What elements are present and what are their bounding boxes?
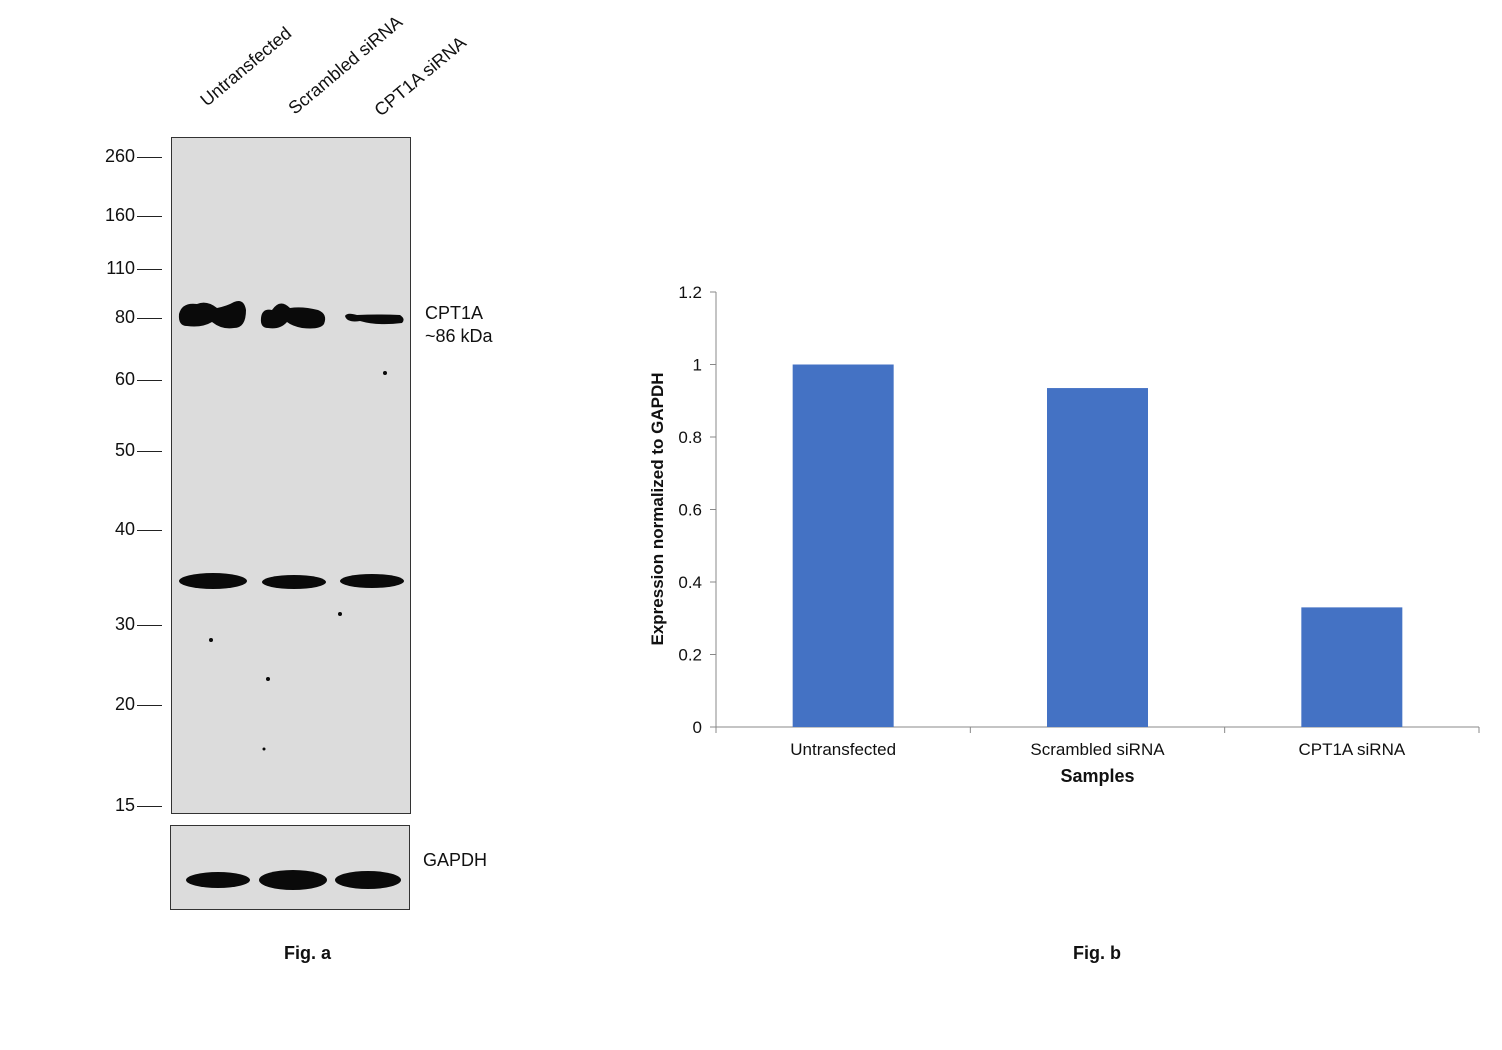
band-cpt1a-lane2	[260, 303, 326, 329]
band-gapdh-lane1	[186, 872, 250, 888]
band-gapdh-lane2	[259, 870, 327, 890]
bar-cpt1a-sirna	[1301, 607, 1403, 727]
gapdh-bands	[186, 870, 401, 890]
target-size-label: ~86 kDa	[425, 326, 493, 346]
x-tick-label: CPT1A siRNA	[1298, 740, 1405, 759]
y-tick-label: 0.8	[678, 428, 702, 447]
y-tick-label: 1	[693, 356, 702, 375]
marker-tick	[137, 705, 162, 706]
loading-control-label: GAPDH	[423, 850, 488, 870]
band-35kda-lane1	[179, 573, 247, 589]
band-gapdh-lane3	[335, 871, 401, 889]
gapdh-blot	[170, 825, 410, 910]
x-axis-label: Samples	[1060, 766, 1135, 786]
marker-tick	[137, 318, 162, 319]
fig-a-caption: Fig. a	[284, 943, 332, 963]
marker-tick	[137, 530, 162, 531]
marker-tick	[137, 625, 162, 626]
band-cpt1a-lane1	[178, 301, 246, 329]
target-protein-label: CPT1A	[425, 303, 484, 323]
fig-b-caption: Fig. b	[1073, 943, 1121, 963]
marker-label-50: 50	[114, 440, 135, 460]
marker-tick	[137, 380, 162, 381]
band-35kda-lane2	[262, 575, 326, 589]
marker-tick	[137, 451, 162, 452]
band-cpt1a-lane3	[345, 313, 404, 325]
marker-label-160: 160	[104, 205, 135, 225]
band-35kda-lane3	[340, 574, 404, 588]
marker-label-110: 110	[106, 258, 135, 278]
marker-label-15: 15	[114, 795, 135, 815]
cpt1a-blot	[171, 137, 411, 814]
x-tick-label: Untransfected	[790, 740, 896, 759]
y-tick-label: 1.2	[678, 283, 702, 302]
y-tick-label: 0.6	[678, 501, 702, 520]
bar-untransfected	[792, 364, 894, 727]
marker-label-60: 60	[114, 369, 135, 389]
cpt1a-bands	[178, 301, 404, 751]
y-tick-label: 0	[693, 718, 702, 737]
ylabel-wrap: Expression normalized to GAPDH	[640, 292, 680, 727]
marker-label-20: 20	[114, 694, 135, 714]
y-tick-label: 0.2	[678, 646, 702, 665]
y-axis-label: Expression normalized to GAPDH	[648, 372, 667, 646]
marker-tick	[137, 269, 162, 270]
bar-scrambled-sirna	[1047, 388, 1148, 727]
marker-label-80: 80	[114, 307, 135, 327]
marker-tick	[137, 157, 162, 158]
marker-label-30: 30	[114, 614, 135, 634]
y-tick-label: 0.4	[678, 573, 702, 592]
marker-label-40: 40	[114, 519, 135, 539]
x-tick-label: Scrambled siRNA	[1030, 740, 1165, 759]
marker-tick	[137, 216, 162, 217]
marker-tick	[137, 806, 162, 807]
marker-label-260: 260	[104, 146, 135, 166]
